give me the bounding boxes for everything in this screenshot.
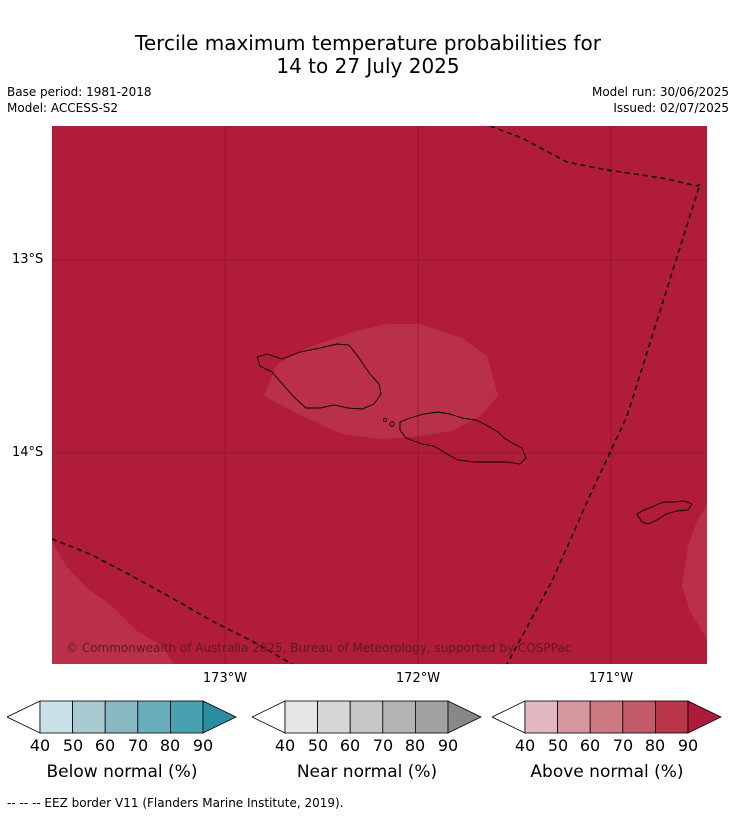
colorbar-below-label: Below normal (%) <box>46 762 198 782</box>
colorbar-segment <box>317 700 351 734</box>
tick: 40 <box>274 736 296 755</box>
colorbar-segment <box>72 700 106 734</box>
colorbar-segment <box>524 700 558 734</box>
meta-left: Base period: 1981-2018 Model: ACCESS-S2 <box>7 84 152 116</box>
lon-label-172w: 172°W <box>395 671 441 686</box>
probability-field-80-east <box>682 506 707 638</box>
lon-label-173w: 173°W <box>202 671 248 686</box>
tick: 90 <box>437 736 459 755</box>
tick: 70 <box>612 736 634 755</box>
tick: 80 <box>644 736 666 755</box>
copyright-text: © Commonwealth of Australia 2025, Bureau… <box>66 641 572 655</box>
colorbar-segment <box>557 700 591 734</box>
eez-footnote: -- -- -- EEZ border V11 (Flanders Marine… <box>7 796 344 810</box>
savaii-island <box>256 343 382 410</box>
tick: 70 <box>127 736 149 755</box>
issued-date: Issued: 02/07/2025 <box>613 101 729 115</box>
graticule <box>52 126 707 664</box>
tick: 80 <box>159 736 181 755</box>
meta-right: Model run: 30/06/2025 Issued: 02/07/2025 <box>592 84 729 116</box>
colorbar-near <box>252 700 482 734</box>
title-line-2: 14 to 27 July 2025 <box>276 54 460 78</box>
apolima-islet <box>389 421 395 427</box>
colorbar-near-label: Near normal (%) <box>296 762 438 782</box>
colorbar-segment <box>137 700 171 734</box>
tick: 80 <box>404 736 426 755</box>
tick: 60 <box>339 736 361 755</box>
tick: 50 <box>62 736 84 755</box>
lon-label-171w: 171°W <box>588 671 634 686</box>
manono-islet <box>382 417 387 422</box>
tick: 40 <box>29 736 51 755</box>
probability-field-80-southwest <box>52 541 174 664</box>
colorbar-segment <box>284 700 318 734</box>
tick: 90 <box>192 736 214 755</box>
tick: 70 <box>372 736 394 755</box>
colorbar-segment <box>104 700 139 734</box>
upolu-island <box>399 411 527 465</box>
tick: 50 <box>547 736 569 755</box>
map-title: Tercile maximum temperature probabilitie… <box>0 32 736 78</box>
base-period: Base period: 1981-2018 <box>7 85 152 99</box>
tick: 60 <box>579 736 601 755</box>
colorbar-below-max-arrow <box>202 700 237 734</box>
tick: 40 <box>514 736 536 755</box>
map-svg <box>52 126 707 664</box>
tick: 50 <box>307 736 329 755</box>
colorbar-near-max-arrow <box>447 700 482 734</box>
probability-field-80-samoa <box>264 324 498 439</box>
colorbar-segment <box>39 700 73 734</box>
colorbar-segment <box>382 700 416 734</box>
colorbar-segment <box>589 700 624 734</box>
lat-label-14s: 14°S <box>12 445 44 460</box>
model-run: Model run: 30/06/2025 <box>591 85 729 99</box>
colorbar-segment <box>414 700 449 734</box>
colorbar-segment <box>622 700 656 734</box>
title-line-1: Tercile maximum temperature probabilitie… <box>135 31 601 55</box>
model-name: Model: ACCESS-S2 <box>7 101 119 115</box>
map-panel[interactable] <box>52 126 707 664</box>
colorbar-segment <box>169 700 204 734</box>
colorbar-segment <box>654 700 689 734</box>
colorbar-above-label: Above normal (%) <box>530 762 684 782</box>
colorbar-below <box>7 700 237 734</box>
tick: 60 <box>94 736 116 755</box>
lat-label-13s: 13°S <box>12 252 44 267</box>
colorbar-above <box>492 700 722 734</box>
colorbar-above-max-arrow <box>687 700 722 734</box>
tick: 90 <box>677 736 699 755</box>
eez-border <box>52 126 702 664</box>
colorbar-segment <box>349 700 384 734</box>
tutuila-island <box>636 500 693 525</box>
